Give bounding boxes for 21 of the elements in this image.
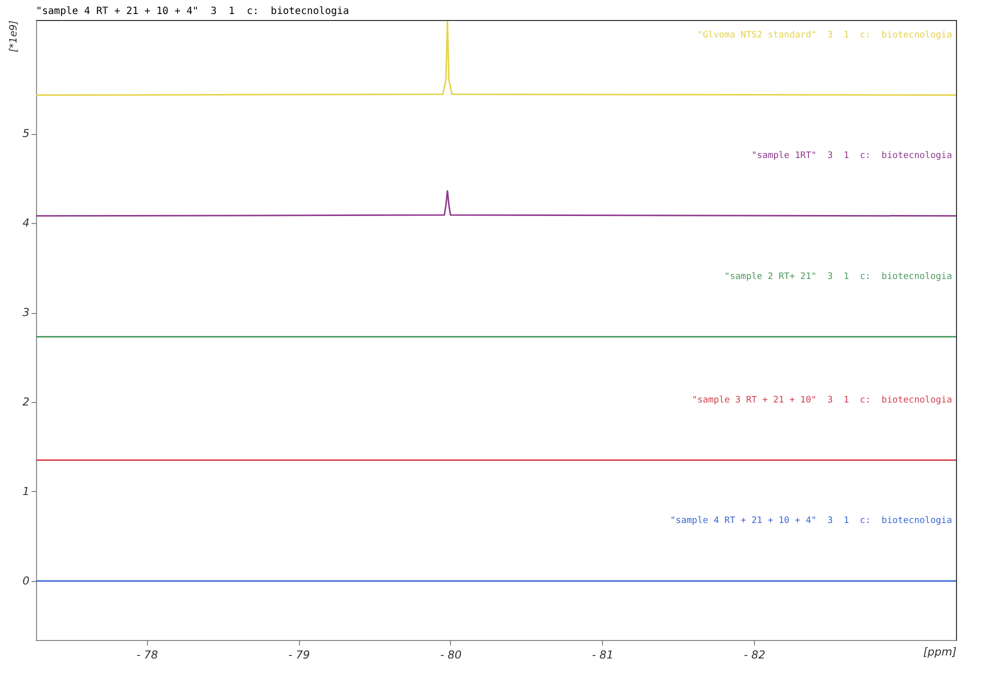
chart-title: "sample 4 RT + 21 + 10 + 4" 3 1 c: biotecnologia [36,6,350,17]
line-series [36,21,956,96]
text: "sample 3 RT + 21 + 10" 3 1 c: biotecnologia [692,395,952,406]
y-tick-label: 5 [22,127,30,140]
x-tick-label: - 79 [288,648,310,662]
text: "sample 4 RT + 21 + 10 + 4" 3 1 c: biotecnologia [670,516,952,526]
text: "sample 2 RT+ 21" 3 1 c: biotecnologia [724,272,952,282]
y-tick-label: 0 [22,574,30,588]
x-tick-label: - 78 [136,648,158,662]
text: "Glvoma NTS2 standard" 3 1 c: biotecnologia [697,30,952,40]
text: "sample 1RT" 3 1 c: biotecnologia [752,151,952,162]
y-tick-label: 1 [22,484,30,498]
line-series [36,190,956,217]
x-tick-label: - 81 [592,648,614,662]
y-tick-label: 2 [22,396,30,409]
x-tick-label: - 82 [744,648,766,662]
x-tick-label: - 80 [440,648,462,662]
y-axis-title: [*1e9] [8,20,20,52]
y-tick-label: 3 [22,306,30,320]
x-axis-title: [ppm] [923,646,956,658]
y-tick-label: 4 [22,216,30,230]
